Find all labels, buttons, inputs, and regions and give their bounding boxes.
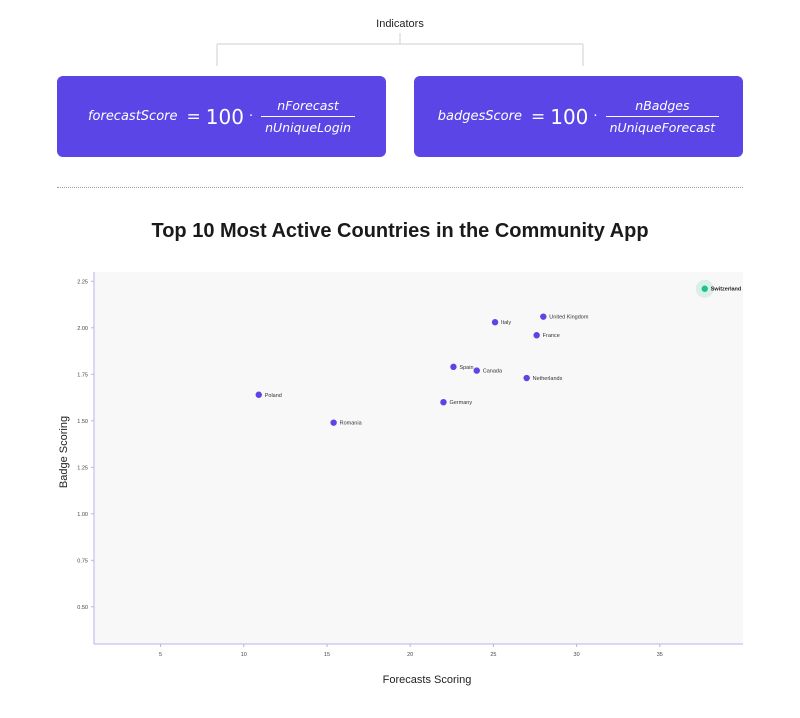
x-tick-label: 10 (241, 652, 247, 658)
formula-lhs: badgesScore (437, 109, 522, 124)
formula-constant: 100 (550, 104, 589, 129)
chart-title: Top 10 Most Active Countries in the Comm… (151, 220, 649, 242)
formula-denominator: nUniqueLogin (265, 120, 352, 135)
y-tick-label: 2.00 (77, 326, 88, 332)
data-point (523, 374, 530, 382)
formula-lhs: forecastScore (87, 109, 178, 124)
y-tick-label: 2.25 (77, 279, 88, 285)
formula-constant: 100 (205, 104, 244, 129)
data-point (255, 391, 262, 398)
x-tick-label: 35 (657, 652, 663, 658)
data-point (533, 332, 540, 339)
point-label: Spain (459, 365, 473, 371)
forecast-score-formula-card: forecastScore = 100 · nForecast nUniqueL… (57, 76, 386, 157)
indicators-connector (216, 33, 584, 66)
formula-fraction: nBadges nUniqueForecast (605, 98, 720, 135)
x-tick-label: 5 (159, 652, 162, 658)
formula-equals: = (530, 106, 546, 127)
y-axis-label: Badge Scoring (58, 416, 70, 488)
y-tick-label: 0.50 (77, 605, 88, 611)
data-point (440, 399, 447, 406)
point-label: Germany (449, 400, 472, 406)
badges-score-formula-card: badgesScore = 100 · nBadges nUniqueForec… (414, 76, 743, 157)
fraction-bar (605, 116, 720, 117)
data-point (450, 363, 457, 371)
formula-numerator: nBadges (635, 98, 690, 113)
y-tick-label: 1.25 (77, 465, 88, 471)
y-tick-label: 1.00 (77, 512, 88, 518)
x-tick-label: 30 (574, 652, 580, 658)
x-tick-label: 20 (407, 652, 413, 658)
formula-denominator: nUniqueForecast (609, 120, 716, 135)
point-label: United Kingdom (549, 315, 589, 321)
plot-area (94, 272, 743, 644)
point-label: France (543, 333, 560, 339)
point-label: Romania (340, 421, 363, 427)
point-label: Netherlands (533, 376, 563, 382)
data-point (540, 313, 547, 320)
x-axis-label: Forecasts Scoring (383, 674, 472, 686)
indicators-label: Indicators (376, 18, 424, 30)
section-divider (57, 187, 743, 188)
formula-equals: = (186, 106, 201, 127)
point-label: Italy (501, 320, 511, 326)
point-label: Canada (483, 369, 503, 375)
y-tick-label: 0.75 (77, 558, 88, 564)
formula-fraction: nForecast nUniqueLogin (261, 98, 356, 135)
formula-dot: · (593, 109, 598, 124)
point-label: Poland (265, 393, 282, 399)
data-point (701, 285, 708, 292)
formula-numerator: nForecast (277, 98, 339, 113)
fraction-bar (261, 116, 356, 117)
x-tick-label: 25 (490, 652, 496, 658)
y-tick-label: 1.50 (77, 419, 88, 425)
y-tick-label: 1.75 (77, 372, 88, 378)
data-point (473, 367, 480, 374)
x-tick-label: 15 (324, 652, 330, 658)
formula-dot: · (248, 109, 254, 124)
point-label: Switzerland (711, 287, 742, 293)
data-point (491, 319, 499, 326)
data-point (330, 419, 337, 426)
